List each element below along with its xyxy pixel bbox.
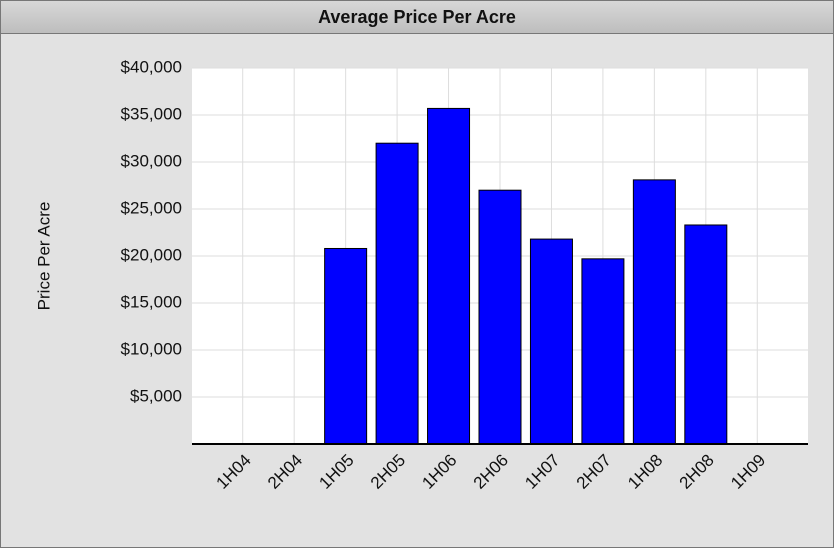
bar	[684, 224, 728, 445]
header-bar	[0, 0, 834, 34]
chart-title: Average Price Per Acre	[318, 7, 516, 27]
bar	[632, 179, 676, 445]
bar	[324, 247, 368, 445]
y-tick-label: $20,000	[121, 245, 182, 264]
y-tick-label: $25,000	[121, 198, 182, 217]
bar	[375, 142, 419, 445]
y-tick-label: $10,000	[121, 339, 182, 358]
y-tick-label: $40,000	[121, 57, 182, 76]
bar	[529, 238, 573, 445]
bar	[581, 258, 625, 445]
y-tick-label: $30,000	[121, 151, 182, 170]
bar	[478, 189, 522, 445]
y-tick-label: $5,000	[130, 386, 182, 405]
y-tick-label: $35,000	[121, 104, 182, 123]
y-tick-label: $15,000	[121, 292, 182, 311]
bar	[427, 107, 471, 445]
y-axis-label: Price Per Acre	[34, 202, 53, 311]
